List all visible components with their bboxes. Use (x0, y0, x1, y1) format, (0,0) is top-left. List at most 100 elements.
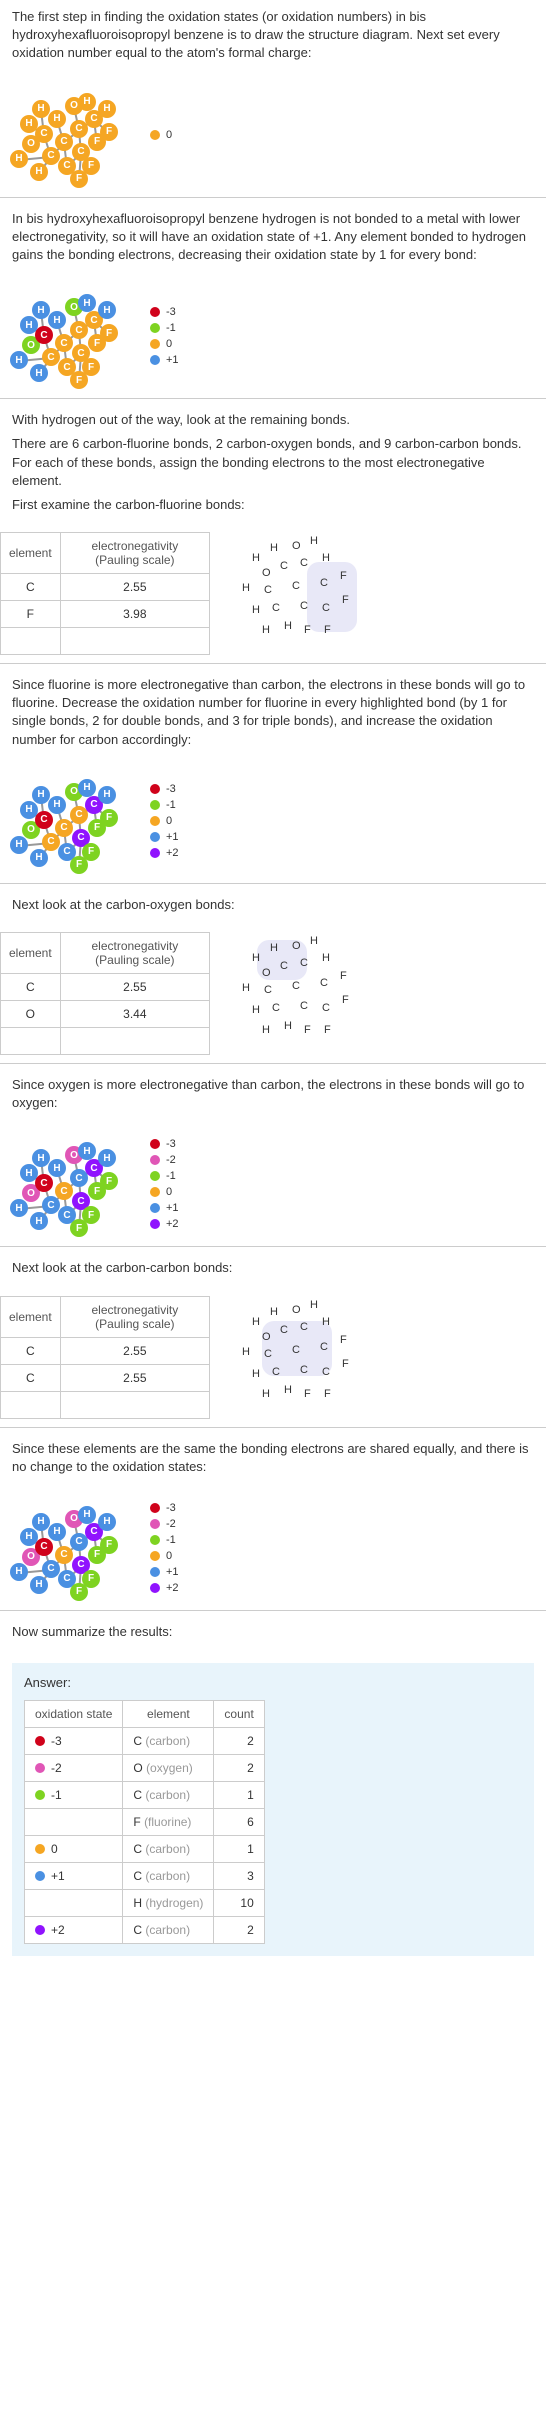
diagram-atom-F: F (304, 624, 311, 636)
os-dot (35, 1790, 45, 1800)
diagram-atom-H: H (252, 952, 260, 964)
diagram-atom-F: F (324, 1388, 331, 1400)
atom-C: C (55, 819, 73, 837)
hydrogen-molecule-row: HOHHCCHHCCCCOHCFHFFF -3-10+1 (0, 278, 546, 394)
table-cell (1, 628, 61, 655)
atom-C: C (42, 147, 60, 165)
atom-C: C (42, 1196, 60, 1214)
diagram-atom-C: C (300, 1000, 308, 1012)
diagram-atom-C: C (300, 1321, 308, 1333)
legend-item: -1 (150, 1170, 179, 1182)
atom-C: C (55, 133, 73, 151)
table-cell: F (1, 601, 61, 628)
cc-result-text: Since these elements are the same the bo… (12, 1440, 534, 1476)
atom-H: H (32, 786, 50, 804)
atom-H: H (48, 1523, 66, 1541)
atom-H: H (10, 1563, 28, 1581)
diagram-atom-C: C (320, 577, 328, 589)
atom-F: F (100, 809, 118, 827)
results-row: F (fluorine)6 (25, 1809, 265, 1836)
legend-label: 0 (166, 1186, 172, 1198)
table-row: F3.98 (1, 601, 210, 628)
results-header: element (123, 1701, 214, 1728)
os-cell: -2 (25, 1755, 123, 1782)
diagram-atom-H: H (270, 542, 278, 554)
atom-F: F (70, 1219, 88, 1237)
os-dot (35, 1925, 45, 1935)
diagram-atom-O: O (262, 967, 271, 979)
initial-molecule: HOHHCCHHCCCCOHCFHFFF (0, 85, 130, 185)
diagram-atom-H: H (310, 935, 318, 947)
legend-label: -3 (166, 306, 176, 318)
atom-F: F (70, 856, 88, 874)
legend-item: -3 (150, 306, 179, 318)
legend-item: -3 (150, 783, 179, 795)
element-cell: C (carbon) (123, 1728, 214, 1755)
os-cell (25, 1809, 123, 1836)
legend-dot (150, 832, 160, 842)
diagram-atom-C: C (272, 1002, 280, 1014)
legend-dot (150, 355, 160, 365)
diagram-atom-C: C (272, 1366, 280, 1378)
diagram-atom-C: C (292, 980, 300, 992)
table-cell: C (1, 974, 61, 1001)
element-cell: C (carbon) (123, 1782, 214, 1809)
legend-dot (150, 1519, 160, 1529)
legend-item: -1 (150, 1534, 179, 1546)
diagram-atom-H: H (310, 1299, 318, 1311)
remaining-text-a: With hydrogen out of the way, look at th… (12, 411, 534, 429)
os-value: -1 (51, 1788, 62, 1802)
table-header: element (1, 533, 61, 574)
os-dot (35, 1844, 45, 1854)
diagram-atom-H: H (284, 1384, 292, 1396)
atom-H: H (98, 1149, 116, 1167)
legend-dot (150, 1139, 160, 1149)
legend-3: -3-2-10+1+2 (150, 1138, 179, 1230)
hydrogen-molecule: HOHHCCHHCCCCOHCFHFFF (0, 286, 130, 386)
oxygen-molecule: HOHHCCHHCCCCOHCFHFFF (0, 1134, 130, 1234)
os-dot (35, 1736, 45, 1746)
table-row: C2.55 (1, 974, 210, 1001)
element-cell: H (hydrogen) (123, 1890, 214, 1917)
atom-H: H (98, 1513, 116, 1531)
table-header: electronegativity (Pauling scale) (60, 533, 209, 574)
table-header: electronegativity (Pauling scale) (60, 1296, 209, 1337)
diagram-atom-C: C (280, 960, 288, 972)
legend-dot (150, 1567, 160, 1577)
diagram-atom-C: C (300, 557, 308, 569)
legend-dot (150, 1187, 160, 1197)
legend-label: 0 (166, 1550, 172, 1562)
cc-intro-text: Next look at the carbon-carbon bonds: (12, 1259, 534, 1277)
oxygen-section: Since oxygen is more electronegative tha… (0, 1068, 546, 1126)
legend-1: -3-10+1 (150, 306, 179, 366)
legend-dot (150, 1583, 160, 1593)
fluorine-molecule-row: HOHHCCHHCCCCOHCFHFFF -3-10+1+2 (0, 763, 546, 879)
table-cell: C (1, 1337, 61, 1364)
atom-H: H (10, 150, 28, 168)
legend-label: +2 (166, 1218, 179, 1230)
results-row: +2C (carbon)2 (25, 1917, 265, 1944)
table-cell: 2.55 (60, 1337, 209, 1364)
atom-H: H (78, 779, 96, 797)
diagram-atom-H: H (322, 1316, 330, 1328)
legend-item: 0 (150, 338, 179, 350)
atom-F: F (100, 324, 118, 342)
legend-dot (150, 130, 160, 140)
table-row: C2.55 (1, 1337, 210, 1364)
intro-section: The first step in finding the oxidation … (0, 0, 546, 77)
element-cell: C (carbon) (123, 1836, 214, 1863)
atom-H: H (30, 1212, 48, 1230)
legend-dot (150, 1551, 160, 1561)
atom-F: F (70, 170, 88, 188)
table-row: C2.55 (1, 1364, 210, 1391)
legend-item: +2 (150, 847, 179, 859)
count-cell: 2 (214, 1755, 264, 1782)
legend-4: -3-2-10+1+2 (150, 1502, 179, 1594)
diagram-atom-C: C (272, 602, 280, 614)
legend-label: -3 (166, 783, 176, 795)
table-row: C2.55 (1, 574, 210, 601)
os-cell (25, 1890, 123, 1917)
summary-text: Now summarize the results: (12, 1623, 534, 1641)
legend-dot (150, 1219, 160, 1229)
legend-item: -3 (150, 1138, 179, 1150)
